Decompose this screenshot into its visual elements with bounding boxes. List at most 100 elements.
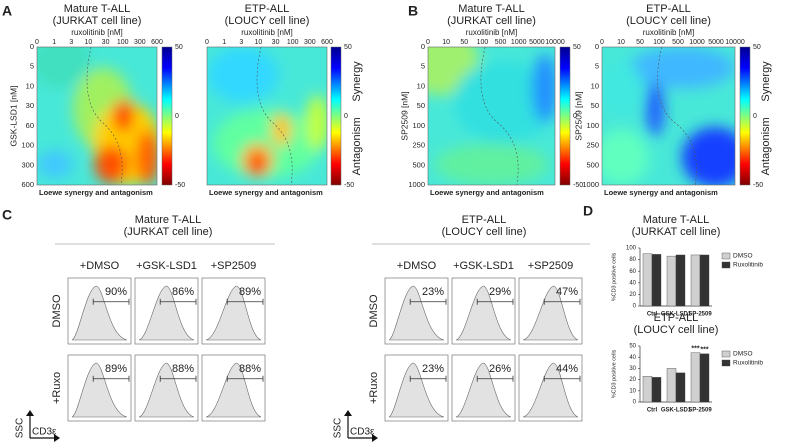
gate	[543, 375, 581, 382]
plot-subtitle: (JURKAT cell line)	[447, 15, 536, 27]
plot-footer: Loewe synergy and antagonism	[430, 188, 544, 197]
y-tick-label: 80	[629, 257, 636, 263]
gate-percentage: 29%	[489, 286, 511, 298]
bar	[651, 254, 662, 307]
x-tick-label: Ctrl	[647, 408, 658, 414]
significance: ***	[700, 347, 708, 354]
heat-region	[113, 99, 133, 133]
x-tick-label: 10	[255, 39, 263, 46]
x-axis-label: ruxolitinib [nM]	[241, 28, 293, 37]
chart-subtitle: (JURKAT cell line)	[632, 226, 721, 238]
y-tick-label: 100	[412, 121, 425, 130]
arrow-head	[344, 410, 378, 442]
x-tick-label: GSK-LSD1	[661, 312, 692, 318]
gate	[476, 298, 514, 305]
heat-region	[602, 60, 642, 116]
colorbar	[330, 46, 342, 186]
gate	[476, 375, 514, 382]
y-axis-label: SP2509 [nM]	[399, 91, 409, 140]
colorbar-label: Antagonism	[351, 117, 363, 175]
x-tick-label: 1000	[689, 39, 705, 46]
x-tick-label: 10	[617, 39, 625, 46]
bar	[642, 376, 653, 403]
bar	[699, 353, 710, 403]
y-tick-label: 500	[412, 160, 425, 169]
heat-region	[37, 150, 73, 179]
y-tick-label: 0	[633, 400, 637, 406]
heat-region	[213, 109, 321, 179]
histogram	[455, 362, 512, 418]
y-axis-label: SP2509 [nM]	[573, 91, 583, 140]
legend-label: Ruxolitinib	[733, 360, 763, 367]
y-tick-label: 1000	[408, 180, 425, 189]
histogram	[388, 285, 445, 341]
group-title: Mature T-ALL	[135, 214, 201, 226]
y-tick-label: 50	[417, 101, 425, 110]
gate-percentage: 90%	[105, 286, 127, 298]
x-axis-label: ruxolitinib [nM]	[643, 28, 695, 37]
histogram	[388, 362, 445, 418]
y-tick-label: 100	[626, 246, 637, 252]
colorbar	[739, 46, 751, 186]
gate-percentage: 23%	[422, 363, 444, 375]
x-tick-label: 0	[426, 39, 430, 46]
colorbar-tick: 0	[573, 113, 577, 120]
arrow-head	[26, 410, 60, 442]
legend-label: DMSO	[733, 351, 753, 358]
gate	[159, 298, 197, 305]
gate	[543, 298, 581, 305]
y-tick-label: 0	[30, 42, 34, 51]
x-tick-label: 5000	[708, 39, 724, 46]
panel-label: D	[583, 203, 593, 219]
column-header: +GSK-LSD1	[453, 260, 514, 272]
heat-region	[453, 60, 555, 144]
y-tick-label: 10	[417, 81, 425, 90]
x-tick-label: 500	[495, 39, 507, 46]
x-tick-label: GSK-LSD1	[661, 408, 692, 414]
y-tick-label: 60	[26, 121, 34, 130]
histogram	[138, 285, 195, 341]
colorbar	[559, 46, 571, 186]
x-tick-label: 50	[636, 39, 644, 46]
plot-title: ETP-ALL	[245, 3, 290, 15]
y-tick-label: 40	[629, 355, 636, 361]
legend-swatch	[721, 350, 731, 358]
y-tick-label: 50	[629, 344, 636, 350]
x-tick-label: 50	[460, 39, 468, 46]
y-tick-label: 300	[21, 160, 34, 169]
x-tick-label: Ctrl	[647, 312, 658, 318]
x-tick-label: 1	[52, 39, 56, 46]
plot-frame	[601, 46, 736, 186]
plot-frame	[427, 46, 556, 186]
x-axis-label: ruxolitinib [nM]	[466, 28, 518, 37]
x-tick-label: 100	[477, 39, 489, 46]
x-tick-label: 1000	[511, 39, 527, 46]
x-tick-label: 0	[35, 39, 39, 46]
axis-label: CD3ε	[350, 427, 375, 438]
column-header: +DMSO	[397, 260, 437, 272]
chart-title: Mature T-ALL	[643, 214, 709, 226]
axis-label: CD3ε	[32, 427, 57, 438]
colorbar	[161, 46, 173, 186]
plot-frame	[36, 46, 158, 186]
row-label: +Ruxo	[51, 372, 63, 404]
colorbar-tick: 50	[344, 44, 352, 51]
plot-frame	[206, 46, 328, 186]
plot-footer: Loewe synergy and antagonism	[39, 188, 153, 197]
gate-percentage: 89%	[105, 363, 127, 375]
gate-percentage: 23%	[422, 286, 444, 298]
y-axis-label: GSK-LSD1 [nM]	[8, 86, 18, 147]
column-header: +GSK-LSD1	[136, 260, 197, 272]
x-tick-label: 300	[304, 39, 316, 46]
plot-footer: Loewe synergy and antagonism	[604, 188, 718, 197]
y-tick-label: 30	[26, 101, 34, 110]
x-tick-label: 3	[69, 39, 73, 46]
panel-label: A	[2, 3, 12, 19]
histogram	[205, 285, 262, 341]
gate	[409, 375, 447, 382]
heat-region	[37, 47, 91, 89]
colorbar-tick: -50	[344, 182, 354, 189]
y-tick-label: 600	[21, 180, 34, 189]
y-tick-label: 5	[30, 62, 34, 71]
